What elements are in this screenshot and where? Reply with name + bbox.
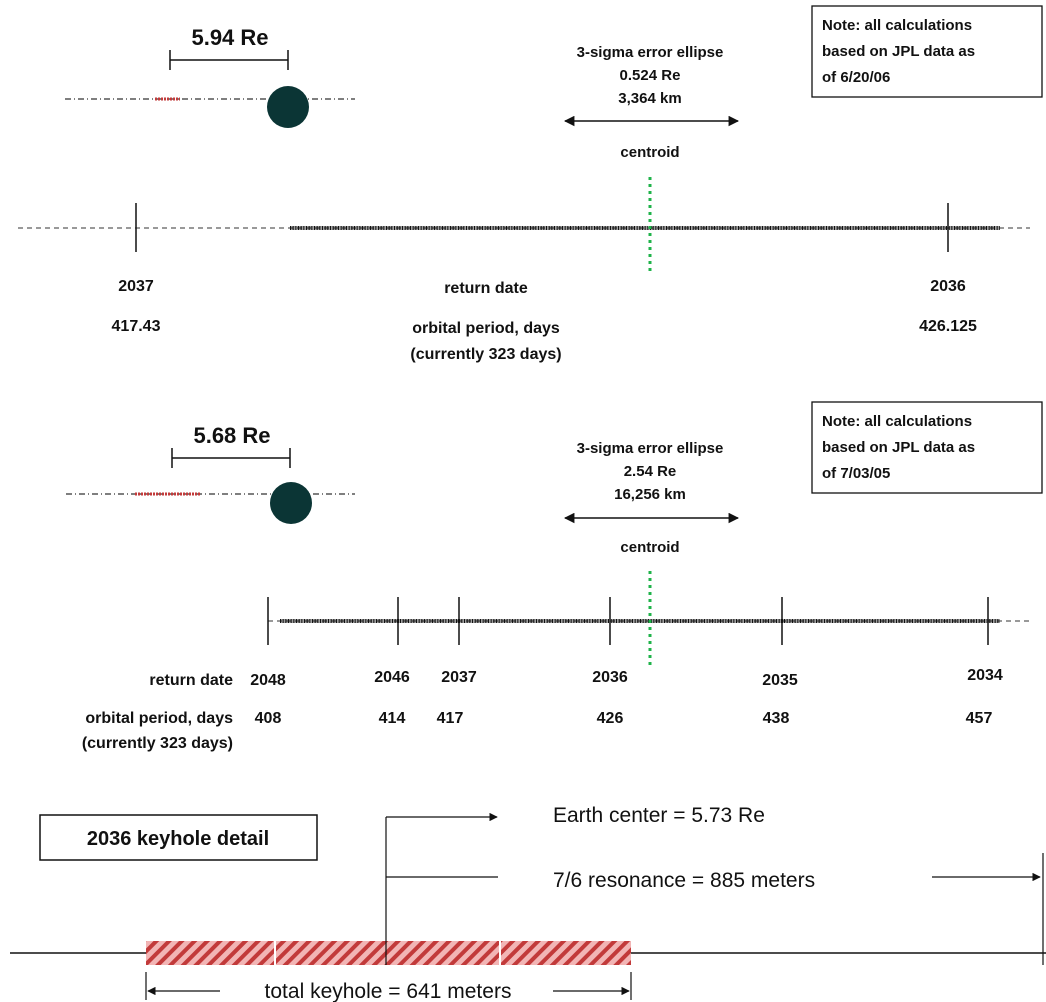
tick-period: 417 — [437, 710, 464, 727]
ellipse-re: 0.524 Re — [620, 67, 681, 84]
note-line-1: Note: all calculations — [822, 413, 972, 430]
keyhole-band — [146, 941, 631, 965]
ellipse-title: 3-sigma error ellipse — [577, 44, 724, 61]
panel-3: 2036 keyhole detail Earth center = 5.73 … — [10, 804, 1046, 1002]
note-box — [811, 5, 1043, 98]
tick-year: 2048 — [250, 672, 286, 689]
ellipse-title: 3-sigma error ellipse — [577, 440, 724, 457]
orbital-period-label: orbital period, days — [412, 320, 560, 337]
tick-period: 426.125 — [919, 318, 977, 335]
earth-distance-label: 5.94 Re — [191, 25, 268, 50]
note-line-3: of 7/03/05 — [822, 465, 890, 482]
panel-1: 5.94 Re 3-sigma error ellipse 0.524 Re 3… — [18, 5, 1043, 363]
tick-period: 457 — [966, 710, 993, 727]
ellipse-km: 3,364 km — [618, 90, 681, 107]
tick-year: 2046 — [374, 669, 410, 686]
note-line-1: Note: all calculations — [822, 17, 972, 34]
tick-period: 414 — [379, 710, 406, 727]
earth-distance-label: 5.68 Re — [193, 423, 270, 448]
note-line-3: of 6/20/06 — [822, 69, 890, 86]
orbital-period-label: orbital period, days — [85, 710, 233, 727]
total-keyhole-label: total keyhole = 641 meters — [265, 980, 512, 1002]
centroid-label: centroid — [620, 144, 679, 161]
centroid-label: centroid — [620, 539, 679, 556]
tick-year: 2036 — [930, 278, 966, 295]
orbital-period-note: (currently 323 days) — [410, 346, 561, 363]
earth-icon — [267, 86, 309, 128]
note-box — [811, 401, 1043, 494]
tick-year: 2036 — [592, 669, 628, 686]
tick-period: 426 — [597, 710, 624, 727]
keyhole-detail-box — [39, 814, 318, 861]
tick-year: 2037 — [441, 669, 477, 686]
orbital-period-note: (currently 323 days) — [82, 735, 233, 752]
earth-icon — [270, 482, 312, 524]
note-line-2: based on JPL data as — [822, 439, 975, 456]
tick-period: 417.43 — [112, 318, 161, 335]
ellipse-km: 16,256 km — [614, 486, 686, 503]
note-line-2: based on JPL data as — [822, 43, 975, 60]
return-date-label: return date — [149, 672, 233, 689]
tick-year: 2034 — [967, 667, 1003, 684]
tick-year: 2035 — [762, 672, 798, 689]
tick-period: 408 — [255, 710, 282, 727]
return-date-label: return date — [444, 280, 528, 297]
panel-2: 5.68 Re 3-sigma error ellipse 2.54 Re 16… — [66, 401, 1043, 752]
earth-center-label: Earth center = 5.73 Re — [553, 804, 765, 827]
ellipse-re: 2.54 Re — [624, 463, 677, 480]
tick-period: 438 — [763, 710, 790, 727]
tick-year: 2037 — [118, 278, 154, 295]
keyhole-detail-title: 2036 keyhole detail — [87, 828, 269, 850]
resonance-label: 7/6 resonance = 885 meters — [553, 869, 815, 892]
